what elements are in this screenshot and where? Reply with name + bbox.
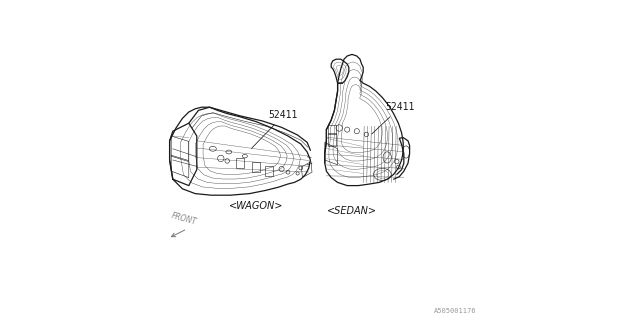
Text: 52411: 52411 [252, 110, 298, 148]
Text: FRONT: FRONT [170, 211, 198, 227]
Text: A505001176: A505001176 [435, 308, 477, 314]
Bar [265, 166, 273, 176]
Bar [328, 125, 336, 134]
Bar [328, 133, 336, 146]
Bar [252, 162, 260, 172]
Text: <SEDAN>: <SEDAN> [327, 206, 377, 216]
Text: <WAGON>: <WAGON> [229, 201, 283, 212]
Text: 52411: 52411 [372, 102, 415, 134]
Bar [236, 158, 244, 168]
